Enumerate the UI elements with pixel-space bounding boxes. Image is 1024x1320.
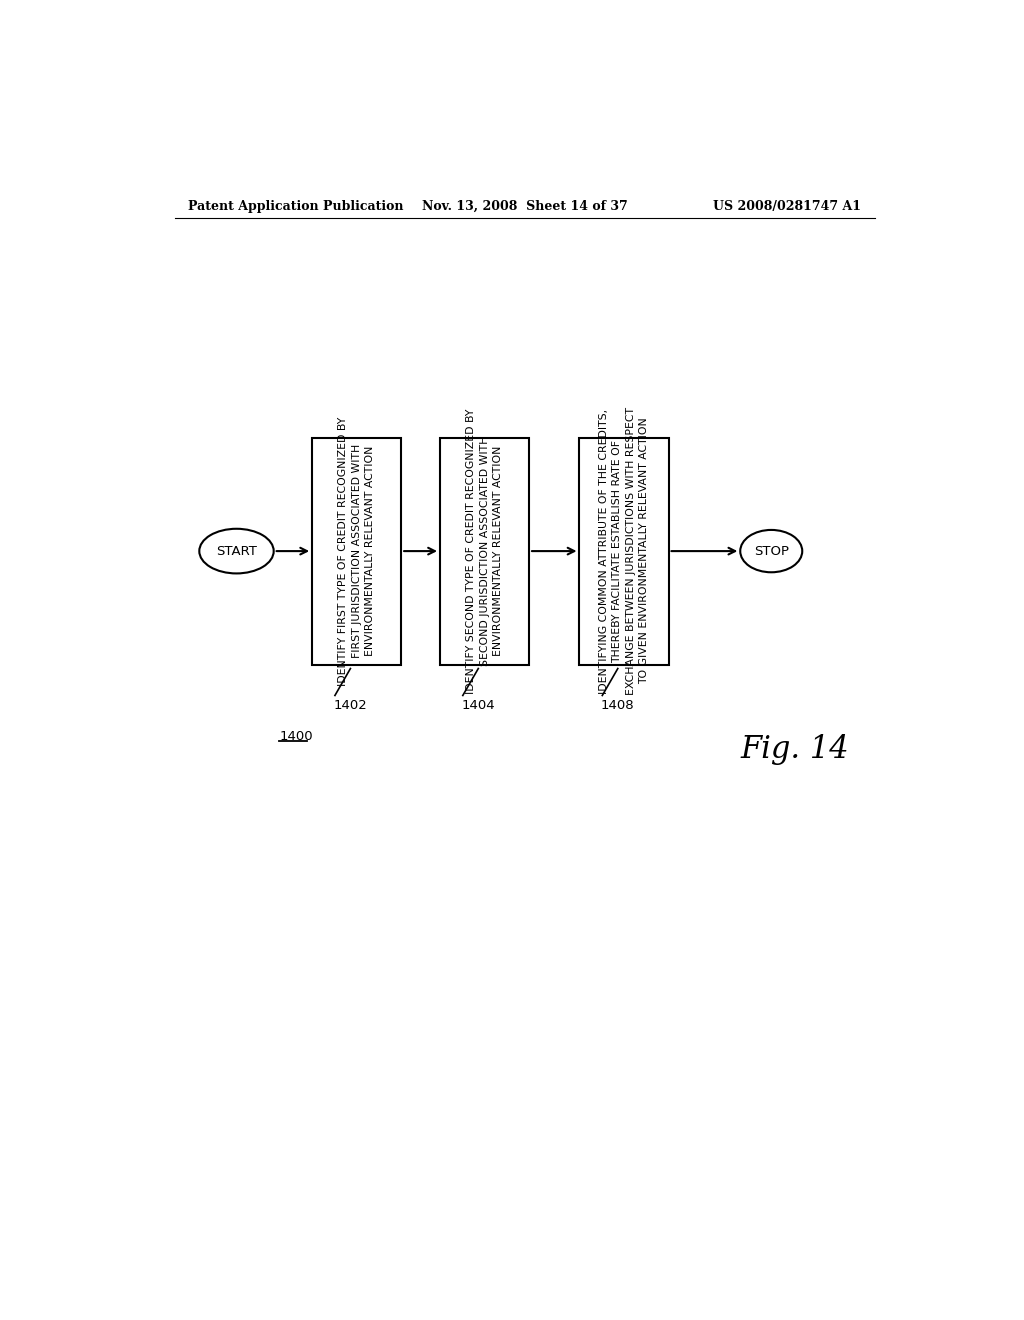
Text: 1402: 1402 — [334, 700, 368, 713]
Text: Patent Application Publication: Patent Application Publication — [188, 199, 403, 213]
Text: US 2008/0281747 A1: US 2008/0281747 A1 — [713, 199, 861, 213]
Bar — [312, 437, 401, 665]
Text: STOP: STOP — [754, 545, 788, 557]
Text: IDENTIFYING COMMON ATTRIBUTE OF THE CREDITS,
THEREBY FACILITATE ESTABLISH RATE O: IDENTIFYING COMMON ATTRIBUTE OF THE CRED… — [599, 407, 649, 696]
Text: 1408: 1408 — [601, 700, 635, 713]
Text: Nov. 13, 2008  Sheet 14 of 37: Nov. 13, 2008 Sheet 14 of 37 — [422, 199, 628, 213]
Text: IDENTIFY FIRST TYPE OF CREDIT RECOGNIZED BY
FIRST JURISDICTION ASSOCIATED WITH
E: IDENTIFY FIRST TYPE OF CREDIT RECOGNIZED… — [338, 417, 375, 685]
Text: 1404: 1404 — [461, 700, 495, 713]
Bar — [580, 437, 669, 665]
Bar — [440, 437, 529, 665]
Text: 1400: 1400 — [280, 730, 312, 743]
Text: START: START — [216, 545, 257, 557]
Text: Fig. 14: Fig. 14 — [740, 734, 849, 766]
Text: IDENTIFY SECOND TYPE OF CREDIT RECOGNIZED BY
SECOND JURISDICTION ASSOCIATED WITH: IDENTIFY SECOND TYPE OF CREDIT RECOGNIZE… — [466, 408, 503, 694]
